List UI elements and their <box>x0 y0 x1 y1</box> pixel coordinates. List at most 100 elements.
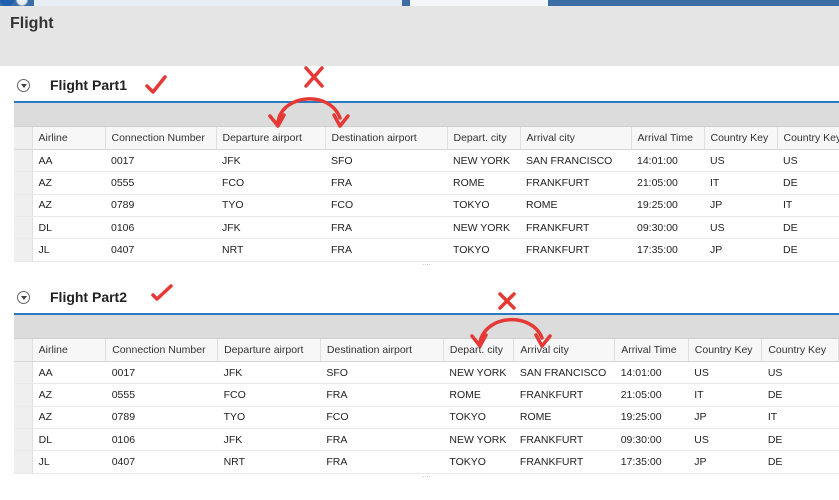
table-cell: 17:35:00 <box>631 238 704 262</box>
column-header[interactable]: Arrival Time <box>614 339 689 362</box>
table-row[interactable]: AZ 0789 TYO FCO TOKYO ROME 19:25:00 JP IT <box>14 194 839 218</box>
table-cell: TOKYO <box>443 450 514 474</box>
row-selector[interactable] <box>14 383 33 407</box>
column-header[interactable]: Country Key <box>777 127 839 150</box>
row-selector[interactable] <box>14 428 33 452</box>
row-selector[interactable] <box>14 238 33 262</box>
table-cell: FRA <box>325 238 447 262</box>
table-cell: ROME <box>443 383 514 407</box>
table-cell: 0017 <box>105 361 218 385</box>
table-cell: TYO <box>216 194 325 218</box>
column-header[interactable]: Depart. city <box>447 127 521 150</box>
table-cell: AZ <box>32 171 105 195</box>
row-selector[interactable] <box>14 171 33 195</box>
row-selector-header[interactable] <box>14 127 33 150</box>
swap-arrow-icon <box>268 97 350 128</box>
back-button[interactable] <box>0 0 14 6</box>
column-header[interactable]: Country Key <box>688 339 763 362</box>
cross-icon <box>498 292 516 310</box>
column-header[interactable]: Airline <box>32 127 106 150</box>
table-cell: FCO <box>320 406 444 430</box>
column-header[interactable]: Departure airport <box>216 127 326 150</box>
table-cell: JL <box>32 238 105 262</box>
row-selector[interactable] <box>14 216 33 240</box>
table-cell: JP <box>688 406 762 430</box>
table-cell: US <box>688 361 762 385</box>
table-cell: FRANKFURT <box>520 216 631 240</box>
table-cell: AZ <box>32 406 106 430</box>
table-row[interactable]: DL 0106 JFK FRA NEW YORK FRANKFURT 09:30:00 US D… <box>14 428 839 452</box>
table-row[interactable]: AZ 0555 FCO FRA ROME FRANKFURT 21:05:00 IT DE <box>14 171 839 195</box>
table-toolbar <box>14 315 839 339</box>
collapse-toggle-icon[interactable] <box>17 79 30 92</box>
table-cell: US <box>704 149 777 173</box>
column-header[interactable]: Country Key <box>761 339 839 362</box>
table-cell: DE <box>761 428 839 452</box>
table-cell: FRANKFURT <box>513 383 615 407</box>
table-cell: IT <box>761 406 839 430</box>
table-cell: 0555 <box>105 171 216 195</box>
table-cell: DL <box>32 216 105 240</box>
table-cell: NEW YORK <box>443 428 514 452</box>
column-header[interactable]: Connection Number <box>105 339 219 362</box>
row-selector-header[interactable] <box>14 339 33 362</box>
row-selector[interactable] <box>14 361 33 385</box>
table-row[interactable]: AA 0017 JFK SFO NEW YORK SAN FRANCISCO 14:01:0… <box>14 149 839 173</box>
table-cell: FCO <box>217 383 321 407</box>
table-cell: JP <box>704 194 777 218</box>
table-cell: FRA <box>325 216 447 240</box>
table-cell: TOKYO <box>443 406 514 430</box>
flight-table-part2: Airline Connection Number Departure airpor… <box>14 315 839 480</box>
table-cell: FRA <box>320 383 444 407</box>
panel-header-part2: Flight Part2 <box>0 281 839 315</box>
row-selector[interactable] <box>14 194 33 218</box>
row-selector[interactable] <box>14 149 33 173</box>
column-header[interactable]: Arrival city <box>520 127 632 150</box>
scroll-indicator[interactable]: .... <box>422 259 431 267</box>
table-row[interactable]: JL 0407 NRT FRA TOKYO FRANKFURT 17:35:00 JP DE <box>14 450 839 474</box>
table-cell: JL <box>32 450 106 474</box>
table-row[interactable]: DL 0106 JFK FRA NEW YORK FRANKFURT 09:30:00 US D… <box>14 216 839 240</box>
table-row[interactable]: AZ 0789 TYO FCO TOKYO ROME 19:25:00 JP IT <box>14 406 839 430</box>
table-cell: AZ <box>32 194 105 218</box>
table-cell: 0407 <box>105 238 216 262</box>
table-cell: 0106 <box>105 428 218 452</box>
column-header[interactable]: Country Key <box>704 127 778 150</box>
table-cell: TOKYO <box>447 194 520 218</box>
column-header[interactable]: Arrival Time <box>631 127 705 150</box>
column-header[interactable]: Destination airport <box>325 127 448 150</box>
column-header[interactable]: Airline <box>32 339 107 362</box>
table-cell: IT <box>777 194 839 218</box>
page-header: Flight <box>0 6 839 66</box>
column-header[interactable]: Destination airport <box>320 339 444 362</box>
column-header[interactable]: Arrival city <box>513 339 616 362</box>
table-cell: SFO <box>320 361 444 385</box>
address-bar[interactable] <box>34 0 402 6</box>
column-header[interactable]: Depart. city <box>443 339 515 362</box>
row-selector[interactable] <box>14 406 33 430</box>
table-cell: SFO <box>325 149 447 173</box>
scroll-indicator[interactable]: .... <box>422 471 431 479</box>
table-cell: TOKYO <box>447 238 520 262</box>
table-cell: 19:25:00 <box>614 406 689 430</box>
collapse-toggle-icon[interactable] <box>17 291 30 304</box>
table-cell: FCO <box>216 171 325 195</box>
table-cell: JFK <box>216 216 325 240</box>
table-row[interactable]: JL 0407 NRT FRA TOKYO FRANKFURT 17:35:00 JP DE <box>14 238 839 262</box>
table-cell: FRA <box>320 428 444 452</box>
browser-tab[interactable] <box>410 0 548 6</box>
table-cell: 0789 <box>105 194 216 218</box>
table-cell: SAN FRANCISCO <box>513 361 615 385</box>
table-cell: NEW YORK <box>443 361 514 385</box>
table-cell: FRA <box>325 171 447 195</box>
column-header[interactable]: Connection Number <box>105 127 217 150</box>
table-cell: 21:05:00 <box>631 171 704 195</box>
table-header-row: Airline Connection Number Departure airpor… <box>14 339 839 362</box>
table-cell: NRT <box>216 238 325 262</box>
swap-arrow-icon <box>470 317 552 348</box>
table-row[interactable]: AZ 0555 FCO FRA ROME FRANKFURT 21:05:00 IT DE <box>14 383 839 407</box>
row-selector[interactable] <box>14 450 33 474</box>
column-header[interactable]: Departure airport <box>217 339 321 362</box>
table-cell: 0407 <box>105 450 218 474</box>
table-row[interactable]: AA 0017 JFK SFO NEW YORK SAN FRANCISCO 14:01:0… <box>14 361 839 385</box>
